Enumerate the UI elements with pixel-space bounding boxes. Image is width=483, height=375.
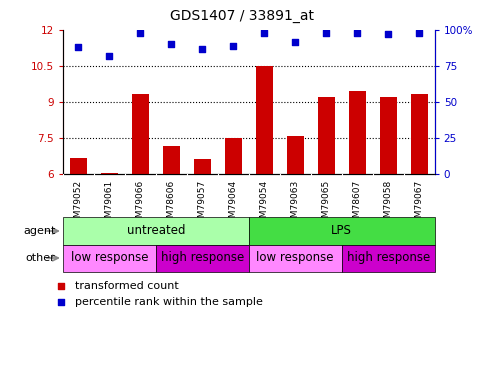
Text: GDS1407 / 33891_at: GDS1407 / 33891_at xyxy=(170,9,313,23)
Text: GSM79054: GSM79054 xyxy=(260,180,269,229)
Point xyxy=(199,46,206,52)
Text: untreated: untreated xyxy=(127,225,185,237)
Text: GSM78607: GSM78607 xyxy=(353,180,362,229)
Point xyxy=(322,30,330,36)
Text: low response: low response xyxy=(71,252,148,264)
Text: high response: high response xyxy=(161,252,244,264)
Text: GSM79067: GSM79067 xyxy=(415,180,424,229)
Text: low response: low response xyxy=(256,252,334,264)
Point xyxy=(415,30,423,36)
Bar xyxy=(101,173,118,174)
Point xyxy=(260,30,268,36)
Bar xyxy=(287,136,304,174)
Bar xyxy=(63,244,156,272)
Text: GSM79057: GSM79057 xyxy=(198,180,207,229)
Bar xyxy=(132,94,149,174)
Bar xyxy=(318,98,335,174)
Point xyxy=(168,42,175,48)
Bar xyxy=(194,159,211,174)
Bar xyxy=(249,244,342,272)
Text: GSM79065: GSM79065 xyxy=(322,180,331,229)
Text: GSM78606: GSM78606 xyxy=(167,180,176,229)
Text: transformed count: transformed count xyxy=(75,281,179,291)
Bar xyxy=(225,138,242,174)
Text: GSM79052: GSM79052 xyxy=(74,180,83,229)
Point xyxy=(57,299,64,305)
Point xyxy=(136,30,144,36)
Text: other: other xyxy=(26,253,56,263)
Bar xyxy=(63,217,249,244)
Text: LPS: LPS xyxy=(331,225,352,237)
Text: GSM79058: GSM79058 xyxy=(384,180,393,229)
Bar xyxy=(349,92,366,174)
Bar xyxy=(70,158,87,174)
Point xyxy=(291,39,299,45)
Text: high response: high response xyxy=(347,252,430,264)
Point xyxy=(354,30,361,36)
Point xyxy=(74,44,82,50)
Text: agent: agent xyxy=(23,226,56,236)
Bar xyxy=(163,146,180,174)
Bar xyxy=(380,98,397,174)
Bar xyxy=(411,94,428,174)
Text: GSM79064: GSM79064 xyxy=(229,180,238,229)
Bar xyxy=(156,244,249,272)
Text: GSM79061: GSM79061 xyxy=(105,180,114,229)
Bar xyxy=(342,244,435,272)
Point xyxy=(229,43,237,49)
Text: GSM79066: GSM79066 xyxy=(136,180,145,229)
Text: percentile rank within the sample: percentile rank within the sample xyxy=(75,297,263,307)
Text: GSM79063: GSM79063 xyxy=(291,180,300,229)
Point xyxy=(384,32,392,38)
Point xyxy=(105,53,113,59)
Point xyxy=(57,283,64,289)
Bar xyxy=(249,217,435,244)
Bar xyxy=(256,66,273,174)
